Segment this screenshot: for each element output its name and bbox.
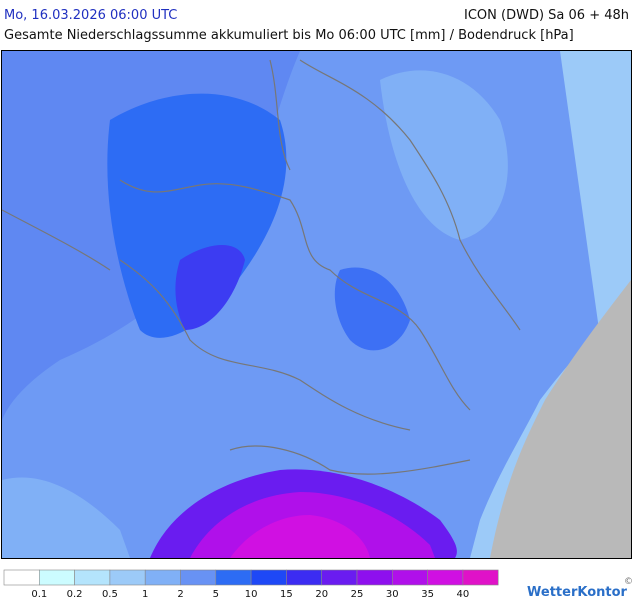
legend-level: 15: [280, 589, 293, 600]
legend-swatch: [180, 569, 217, 586]
map-subtitle: Gesamte Niederschlagssumme akkumuliert b…: [4, 28, 574, 43]
legend-swatch: [356, 569, 393, 586]
legend-level: 10: [245, 589, 258, 600]
borders: [2, 59, 521, 475]
legend-swatch: [109, 569, 146, 586]
precip-map: [2, 51, 631, 558]
legend-level: 1: [142, 589, 148, 600]
legend-level: 30: [386, 589, 399, 600]
legend-level: 0.1: [31, 589, 47, 600]
legend-swatch: [250, 569, 287, 586]
legend-swatch: [427, 569, 464, 586]
legend: 0.1 0.2 0.5 1 2 5 10 15 20 25 30 35 40: [3, 569, 499, 600]
legend-level: 0.5: [102, 589, 118, 600]
legend-swatch: [215, 569, 252, 586]
legend-level: 40: [457, 589, 470, 600]
map-frame: [1, 50, 632, 559]
copyright: ©: [624, 577, 633, 587]
legend-swatch: [391, 569, 428, 586]
legend-swatch: [74, 569, 111, 586]
legend-swatch: [3, 569, 40, 586]
legend-level: 5: [213, 589, 219, 600]
legend-swatch: [462, 569, 499, 586]
legend-level: 2: [177, 589, 183, 600]
brand-logo: WetterKontor: [527, 585, 628, 600]
legend-swatch: [144, 569, 181, 586]
legend-swatch: [286, 569, 322, 586]
legend-swatch: [321, 569, 358, 586]
valid-time: Mo, 16.03.2026 06:00 UTC: [4, 8, 177, 23]
legend-level: 25: [351, 589, 364, 600]
legend-level: 20: [315, 589, 328, 600]
legend-level: 35: [421, 589, 434, 600]
legend-swatch: [38, 569, 75, 586]
model-run: ICON (DWD) Sa 06 + 48h: [464, 8, 629, 23]
legend-level: 0.2: [67, 589, 83, 600]
